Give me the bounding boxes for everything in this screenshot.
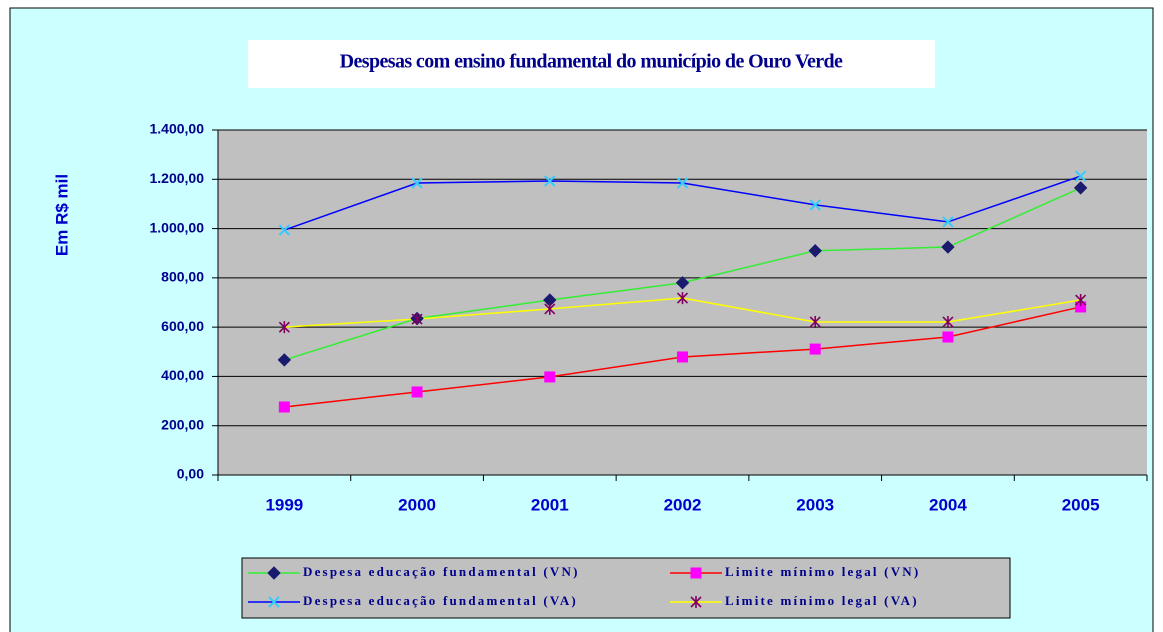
x-tick-label: 2001 — [531, 495, 569, 514]
x-tick-label: 2003 — [796, 495, 834, 514]
point — [942, 216, 954, 228]
point — [278, 401, 290, 413]
point — [411, 313, 423, 326]
legend-box — [241, 557, 1011, 619]
point — [278, 224, 291, 236]
y-tick-label: 0,00 — [177, 466, 204, 482]
point — [1075, 301, 1087, 313]
point — [942, 331, 954, 343]
point — [544, 175, 556, 187]
y-tick-label: 1.000,00 — [150, 219, 205, 235]
point — [1073, 181, 1088, 195]
point — [411, 386, 423, 398]
point — [676, 177, 689, 189]
point — [677, 351, 688, 363]
legend-label: Limite mínimo legal (VA) — [725, 593, 919, 608]
point — [544, 302, 556, 315]
y-tick-label: 600,00 — [161, 318, 204, 334]
x-tick-label: 2000 — [398, 495, 436, 514]
legend-marker — [268, 596, 280, 608]
legend-label: Despesa educação fundamental (VA) — [303, 593, 578, 608]
point — [676, 292, 689, 305]
y-axis-label: Em R$ mil — [52, 174, 71, 256]
x-tick-label: 2004 — [929, 495, 967, 514]
point — [808, 244, 822, 258]
x-tick-label: 2002 — [664, 495, 702, 514]
x-tick-label: 1999 — [265, 495, 303, 514]
point — [278, 321, 290, 334]
chart-title: Despesas com ensino fundamental do munic… — [340, 51, 843, 73]
legend-marker — [267, 566, 281, 580]
point — [942, 315, 954, 328]
legend-marker — [690, 567, 702, 579]
point — [809, 199, 821, 211]
y-tick-label: 800,00 — [161, 269, 204, 285]
point — [277, 353, 292, 367]
y-tick-label: 1.200,00 — [150, 170, 205, 186]
point — [809, 315, 821, 328]
point — [1074, 170, 1087, 182]
point — [544, 371, 556, 383]
point — [809, 343, 821, 355]
title-box — [248, 40, 935, 88]
legend-marker — [690, 596, 702, 608]
legend-label: Despesa educação fundamental (VN) — [303, 564, 580, 579]
y-tick-label: 1.400,00 — [150, 121, 205, 137]
x-tick-label: 2005 — [1062, 495, 1100, 514]
y-tick-label: 200,00 — [161, 416, 204, 432]
point — [1075, 294, 1087, 307]
point — [411, 177, 423, 189]
legend-label: Limite mínimo legal (VN) — [725, 564, 920, 579]
y-tick-label: 400,00 — [161, 367, 204, 383]
point — [675, 276, 690, 290]
point — [941, 240, 955, 254]
